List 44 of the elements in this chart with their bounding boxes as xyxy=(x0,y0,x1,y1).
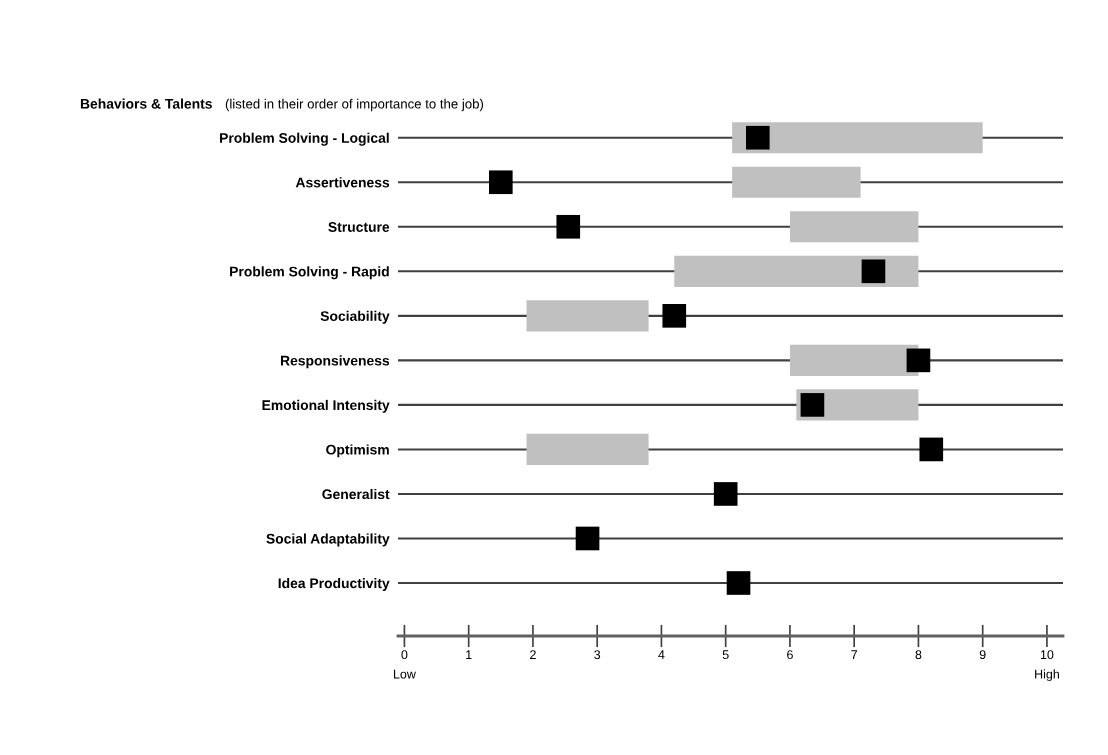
x-tick-label: 9 xyxy=(979,650,986,660)
y-tick-label: Emotional Intensity xyxy=(262,399,390,413)
x-tick-label: 8 xyxy=(915,650,922,660)
y-tick-label: Responsiveness xyxy=(280,355,390,369)
chart-subtitle: (listed in their order of importance to the job) xyxy=(225,98,484,112)
x-tick-label: 4 xyxy=(658,650,665,659)
point xyxy=(575,526,600,551)
bar xyxy=(526,300,649,332)
y-tick-label: Structure xyxy=(328,222,390,232)
text: Low xyxy=(393,669,416,679)
y-tick-label: Idea Productivity xyxy=(278,577,390,591)
y-tick-label: Assertiveness xyxy=(295,177,390,188)
y-tick-label: Social Adaptability xyxy=(266,533,390,547)
point xyxy=(919,437,944,462)
x-tick-label: 2 xyxy=(530,650,536,659)
point xyxy=(662,304,687,328)
text: Behaviors & Talents xyxy=(80,98,212,109)
bar xyxy=(526,433,649,466)
bar xyxy=(674,255,919,287)
text: High xyxy=(1035,669,1059,681)
bar xyxy=(732,166,861,198)
y-tick-label: Problem Solving - Logical xyxy=(220,132,389,146)
x-tick-label: 10 xyxy=(1040,650,1054,660)
x-tick-label: 6 xyxy=(787,650,793,660)
x-tick-label: 1 xyxy=(466,650,472,659)
x-tick-label: 0 xyxy=(401,650,408,660)
point xyxy=(800,393,825,417)
y-tick-label: Optimism xyxy=(326,444,389,458)
x-tick-label: 7 xyxy=(851,650,858,659)
point xyxy=(861,259,886,284)
x-tick-label: 3 xyxy=(594,650,601,660)
point xyxy=(726,571,751,595)
bar xyxy=(732,122,983,154)
point xyxy=(488,170,513,195)
point xyxy=(745,125,770,150)
y-tick-label: Sociability xyxy=(320,310,390,324)
point xyxy=(906,348,931,373)
bar xyxy=(789,211,919,243)
y-tick-label: Problem Solving - Rapid xyxy=(230,266,389,280)
x-tick-label: 5 xyxy=(722,650,729,660)
bar xyxy=(789,344,919,376)
y-tick-label: Generalist xyxy=(322,488,390,500)
point xyxy=(556,214,581,239)
point xyxy=(713,482,738,506)
